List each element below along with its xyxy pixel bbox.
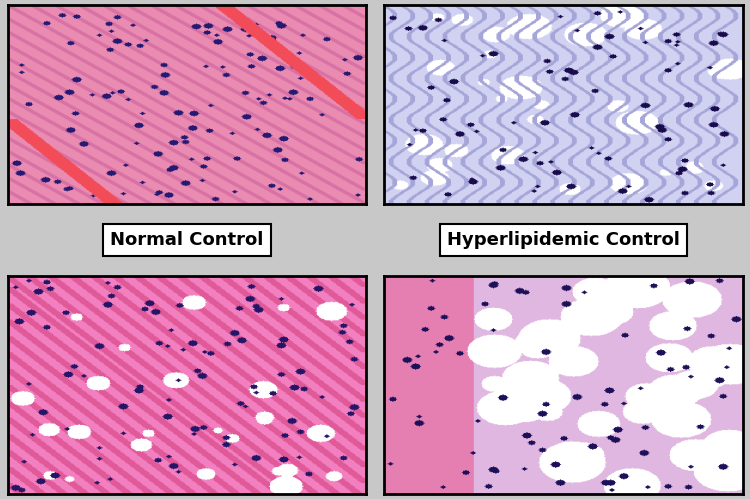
Text: Normal Control: Normal Control xyxy=(110,231,263,249)
Text: Hyperlipidemic Control: Hyperlipidemic Control xyxy=(447,231,680,249)
